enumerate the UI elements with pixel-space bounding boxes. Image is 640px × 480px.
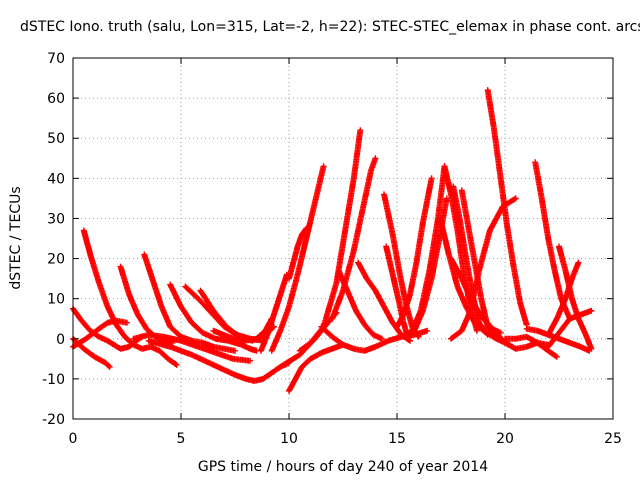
series-24-markers <box>394 175 435 330</box>
series-30-markers <box>437 215 513 348</box>
series-3-markers <box>80 227 180 368</box>
series-13-markers <box>286 341 346 394</box>
series-24 <box>394 175 435 330</box>
series-35 <box>502 333 560 360</box>
y-tick-label: 10 <box>47 292 65 308</box>
y-tick-label: 70 <box>47 51 65 67</box>
series-13 <box>286 341 346 394</box>
series-10 <box>145 337 292 384</box>
series-7 <box>167 281 260 354</box>
y-tick-label: 20 <box>47 252 65 268</box>
series-6-markers <box>130 331 254 364</box>
series-5 <box>141 251 238 354</box>
x-tick-label: 25 <box>604 431 622 447</box>
series-17-markers <box>296 127 364 354</box>
series-33-markers <box>484 87 530 328</box>
series-12 <box>257 271 290 354</box>
y-tick-label: 30 <box>47 211 65 227</box>
y-tick-label: -10 <box>42 372 65 388</box>
x-tick-label: 20 <box>496 431 514 447</box>
y-tick-label: 50 <box>47 131 65 147</box>
series-19-markers <box>335 267 385 342</box>
series-14-markers <box>286 225 310 282</box>
series-3 <box>80 227 180 368</box>
series-10-markers <box>145 337 292 384</box>
series-19 <box>335 267 385 342</box>
series-17 <box>296 127 364 354</box>
y-axis-label: dSTEC / TECUs <box>8 186 24 289</box>
x-tick-label: 15 <box>388 431 406 447</box>
y-tick-label: 0 <box>56 332 65 348</box>
series-12-markers <box>257 271 290 354</box>
series-7-markers <box>167 281 260 354</box>
data-points <box>70 87 595 394</box>
y-tick-label: 40 <box>47 171 65 187</box>
series-40 <box>523 325 593 354</box>
series-35-markers <box>502 333 560 360</box>
plot-frame <box>72 57 614 420</box>
series-5-markers <box>141 251 238 354</box>
axis-ticks <box>72 57 614 420</box>
series-30 <box>437 215 513 348</box>
x-tick-label: 0 <box>69 431 78 447</box>
x-tick-label: 10 <box>280 431 298 447</box>
series-15-markers <box>268 163 327 354</box>
y-tick-label: -20 <box>42 412 65 428</box>
series-6 <box>130 331 254 364</box>
series-33 <box>484 87 530 328</box>
chart-title: dSTEC Iono. truth (salu, Lon=315, Lat=-2… <box>20 19 640 35</box>
series-40-markers <box>523 325 593 354</box>
series-14 <box>286 225 310 282</box>
series-15 <box>268 163 327 354</box>
x-tick-label: 5 <box>177 431 186 447</box>
tick-labels: 0 5 10 15 20 25 -20 -10 0 10 20 30 40 50 60 70 <box>42 51 622 447</box>
y-tick-label: 60 <box>47 91 65 107</box>
x-axis-label: GPS time / hours of day 240 of year 2014 <box>198 459 488 475</box>
